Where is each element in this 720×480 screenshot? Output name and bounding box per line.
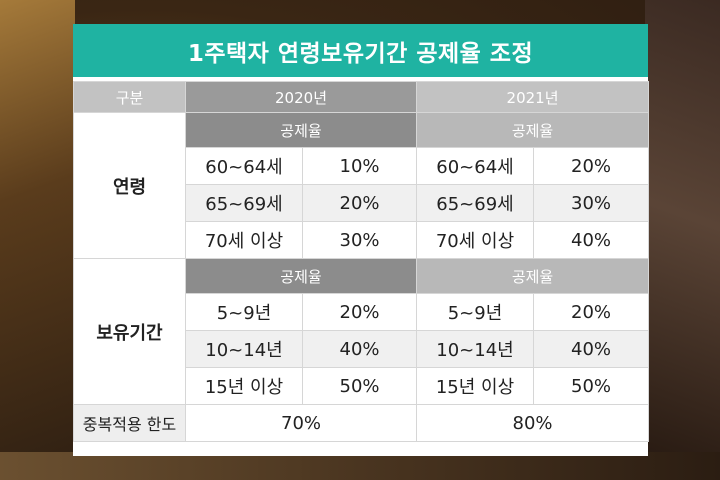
limit-value-2021: 80% <box>416 404 650 442</box>
background-right-photo <box>645 0 720 480</box>
holding-range-2021: 15년 이상 <box>416 367 535 405</box>
holding-range-2021: 10~14년 <box>416 330 535 368</box>
table-row: 70세 이상 30% 70세 이상 40% <box>74 221 650 259</box>
background-left-photo <box>0 0 75 480</box>
holding-rate-2020: 20% <box>301 293 418 331</box>
deduction-rate-table: 구분 2020년 2021년 연령 공제율 공제율 60~64세 10% 60~… <box>73 81 650 442</box>
holding-rate-label-2021: 공제율 <box>416 258 650 294</box>
age-rate-2020: 10% <box>301 147 418 185</box>
age-range-2021: 65~69세 <box>416 184 535 222</box>
age-rate-2021: 30% <box>533 184 650 222</box>
holding-rate-2021: 40% <box>533 330 650 368</box>
age-rate-2020: 30% <box>301 221 418 259</box>
limit-row: 중복적용 한도 70% 80% <box>73 404 650 442</box>
background-bottom-photo <box>0 452 720 480</box>
deduction-table-card: 1주택자 연령보유기간 공제율 조정 구분 2020년 2021년 연령 공제율… <box>73 24 650 456</box>
holding-range-2020: 10~14년 <box>185 330 303 368</box>
limit-label: 중복적용 한도 <box>73 404 186 442</box>
holding-rate-2021: 50% <box>533 367 650 405</box>
holding-rate-2020: 40% <box>301 330 418 368</box>
holding-rate-2021: 20% <box>533 293 650 331</box>
table-row: 65~69세 20% 65~69세 30% <box>74 184 650 222</box>
page-title: 1주택자 연령보유기간 공제율 조정 <box>187 40 534 67</box>
limit-value-2020: 70% <box>184 404 418 442</box>
holding-range-2021: 5~9년 <box>416 293 535 331</box>
table-header-row: 구분 2020년 2021년 <box>73 81 650 113</box>
header-year-2020: 2020년 <box>184 81 418 113</box>
table-row: 10~14년 40% 10~14년 40% <box>74 330 650 368</box>
table-row: 5~9년 20% 5~9년 20% <box>74 293 650 331</box>
age-range-2020: 65~69세 <box>185 184 303 222</box>
age-rate-2020: 20% <box>301 184 418 222</box>
age-subheader-row: 연령 공제율 공제율 <box>73 112 650 259</box>
age-rate-2021: 20% <box>533 147 650 185</box>
holding-range-2020: 15년 이상 <box>185 367 303 405</box>
holding-section-label: 보유기간 <box>73 258 186 405</box>
header-category: 구분 <box>73 81 186 113</box>
holding-subheader-row: 보유기간 공제율 공제율 <box>73 258 650 405</box>
holding-range-2020: 5~9년 <box>185 293 303 331</box>
holding-rate-label-2020: 공제율 <box>184 258 418 294</box>
age-range-2020: 60~64세 <box>185 147 303 185</box>
holding-rate-2020: 50% <box>301 367 418 405</box>
age-rate-2021: 40% <box>533 221 650 259</box>
age-section-label: 연령 <box>73 112 186 259</box>
age-rate-label-2020: 공제율 <box>184 112 418 148</box>
header-year-2021: 2021년 <box>416 81 650 113</box>
title-bar: 1주택자 연령보유기간 공제율 조정 <box>73 24 648 77</box>
table-row: 60~64세 10% 60~64세 20% <box>74 147 650 185</box>
age-range-2021: 70세 이상 <box>416 221 535 259</box>
age-range-2020: 70세 이상 <box>185 221 303 259</box>
age-range-2021: 60~64세 <box>416 147 535 185</box>
age-rate-label-2021: 공제율 <box>416 112 650 148</box>
table-row: 15년 이상 50% 15년 이상 50% <box>74 367 650 405</box>
